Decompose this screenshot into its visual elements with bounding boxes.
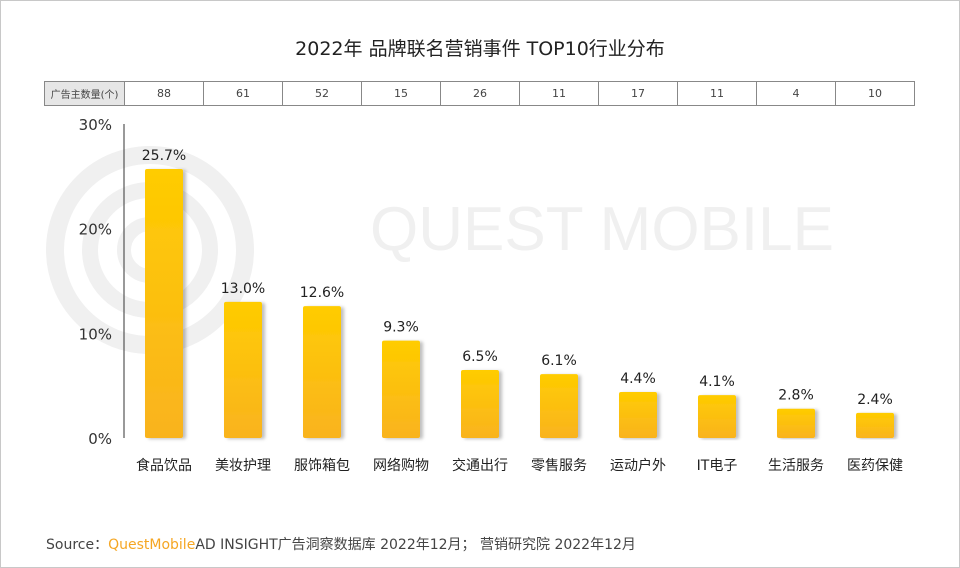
category-label: 生活服务 — [768, 458, 824, 474]
y-tick-label: 0% — [88, 430, 112, 448]
bar — [303, 306, 341, 438]
bar — [856, 412, 894, 438]
bar — [382, 340, 420, 438]
category-label: 医药保健 — [847, 458, 903, 474]
count-cell: 26 — [440, 81, 520, 106]
bar — [777, 408, 815, 438]
data-label: 9.3% — [383, 320, 419, 336]
bar — [224, 301, 262, 438]
category-label: 运动户外 — [610, 457, 666, 474]
source-note: Source：QuestMobileAD INSIGHT广告洞察数据库 2022… — [46, 534, 636, 554]
data-label: 13.0% — [221, 281, 265, 297]
count-cell: 11 — [519, 81, 599, 106]
data-label: 6.5% — [462, 349, 498, 365]
count-cell: 52 — [282, 81, 362, 106]
data-label: 2.8% — [778, 388, 814, 404]
bar — [698, 395, 736, 438]
category-label: 交通出行 — [452, 457, 508, 474]
category-label: 美妆护理 — [215, 458, 271, 474]
watermark-text: QUEST MOBILE — [370, 195, 834, 264]
category-label: 零售服务 — [531, 458, 587, 474]
advertiser-count-table: 广告主数量(个) 88 61 52 15 26 11 17 11 4 10 — [44, 81, 915, 106]
data-label: 4.4% — [620, 371, 656, 387]
count-cell: 11 — [677, 81, 757, 106]
count-cell: 61 — [203, 81, 283, 106]
data-label: 25.7% — [142, 148, 186, 164]
source-text: AD INSIGHT广告洞察数据库 2022年12月； 营销研究院 2022年1… — [195, 537, 636, 553]
bar — [540, 374, 578, 438]
bar — [145, 169, 183, 439]
count-cell: 17 — [598, 81, 678, 106]
category-label: 网络购物 — [373, 458, 429, 474]
count-row-label: 广告主数量(个) — [44, 81, 125, 106]
category-label: 服饰箱包 — [294, 458, 350, 474]
chart-title: 2022年 品牌联名营销事件 TOP10行业分布 — [295, 38, 665, 60]
data-label: 4.1% — [699, 374, 735, 390]
bar — [461, 369, 499, 438]
data-label: 12.6% — [300, 285, 344, 301]
y-tick-label: 10% — [79, 325, 112, 343]
data-label: 6.1% — [541, 353, 577, 369]
count-cell: 10 — [835, 81, 915, 106]
category-label: IT电子 — [697, 458, 738, 474]
source-brand: QuestMobile — [108, 537, 196, 553]
y-tick-label: 20% — [79, 221, 112, 239]
y-tick-label: 30% — [79, 116, 112, 134]
source-prefix: Source： — [46, 537, 109, 553]
bar — [619, 391, 657, 438]
count-cell: 15 — [361, 81, 441, 106]
data-label: 2.4% — [857, 392, 893, 408]
category-label: 食品饮品 — [136, 457, 192, 474]
count-cell: 4 — [756, 81, 836, 106]
